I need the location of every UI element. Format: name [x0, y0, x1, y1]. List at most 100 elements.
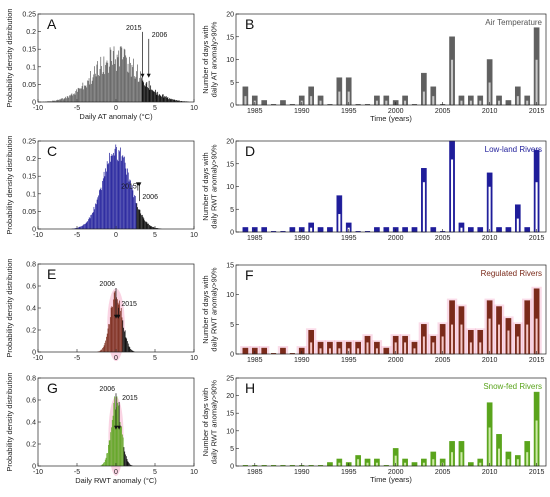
- histogram-bar: [105, 457, 107, 466]
- bar-subset: [488, 318, 492, 355]
- histogram-bar: [47, 101, 49, 102]
- x-tick-label: 2005: [435, 357, 451, 364]
- histogram-bar: [103, 56, 105, 102]
- histogram-bar: [118, 404, 120, 466]
- bar-subset: [488, 186, 492, 233]
- y-tick-label: 0.15: [22, 47, 36, 54]
- histogram-bar: [108, 163, 110, 229]
- bar-total: [289, 227, 296, 233]
- y-tick-label: 0.2: [26, 328, 36, 335]
- histogram-bar: [133, 197, 135, 229]
- histogram-bar: [119, 46, 121, 102]
- histogram-bar: [131, 350, 133, 352]
- bar-subset: [469, 100, 473, 106]
- histogram-bar: [102, 180, 103, 229]
- histogram-bar: [59, 99, 61, 102]
- x-tick-label: 2010: [482, 357, 498, 364]
- histogram-bar: [61, 98, 63, 102]
- y-tick-label: 0.25: [22, 12, 36, 19]
- histogram-bar: [99, 190, 100, 229]
- histogram-bar: [172, 99, 174, 102]
- histogram-bar: [167, 97, 169, 102]
- bar-subset: [516, 218, 520, 233]
- bar-subset: [337, 347, 341, 355]
- histogram-bar: [181, 101, 183, 102]
- histogram-bar: [81, 86, 83, 102]
- histogram-bar: [143, 218, 145, 229]
- histogram-bar: [165, 96, 166, 102]
- histogram-bar: [126, 338, 128, 352]
- histogram-bar: [146, 222, 148, 229]
- histogram-bar: [173, 99, 175, 102]
- panel-title: Snow-fed Rivers: [483, 382, 542, 391]
- histogram-bar: [72, 95, 74, 102]
- histogram-bar: [127, 63, 129, 102]
- annotation-arrowhead: [146, 73, 151, 78]
- histogram-bar: [129, 56, 130, 102]
- x-tick-label: 2000: [388, 235, 404, 242]
- axes: 0 5 10 15 20 1985 1990 1995 2000 2005 2010 2015: [226, 12, 547, 115]
- y-tick-label: 0.2: [26, 29, 36, 36]
- histogram-bar: [51, 101, 52, 102]
- histogram-bar: [152, 226, 154, 229]
- histogram-bar: [55, 100, 56, 102]
- histogram-bar: [110, 49, 112, 102]
- histogram-bar: [130, 348, 131, 352]
- y-axis-label-line: daily RWT anomaly>90%: [210, 144, 219, 228]
- histogram-bar: [55, 100, 57, 102]
- histogram-bar: [116, 159, 118, 229]
- histogram-bar: [73, 94, 74, 102]
- histogram-bar: [161, 96, 162, 102]
- x-tick-label: 1985: [247, 357, 263, 364]
- histogram-bar: [124, 330, 126, 352]
- histogram-bar: [128, 346, 130, 352]
- histogram-bar: [105, 65, 106, 102]
- bar-total: [317, 227, 324, 233]
- y-axis-label-line: daily RWT anomaly>90%: [210, 380, 219, 464]
- histogram-bar: [140, 71, 141, 102]
- histogram-bar: [100, 465, 102, 466]
- histogram-bar: [91, 80, 93, 102]
- histogram-bar: [153, 227, 155, 229]
- bar-total: [411, 462, 418, 467]
- annotation-label: 2006: [99, 281, 115, 288]
- y-tick-label: 0.2: [26, 442, 36, 449]
- histogram-bar: [123, 331, 125, 352]
- bar-total: [261, 347, 268, 355]
- bar-series: [240, 286, 542, 355]
- histogram-bar: [98, 76, 100, 102]
- bar-subset: [319, 347, 323, 355]
- histogram-bar: [95, 204, 97, 229]
- histogram-bar: [147, 88, 149, 102]
- panel-title: Low-land Rivers: [485, 145, 542, 154]
- bar-subset: [478, 341, 482, 355]
- histogram-bar: [105, 340, 106, 352]
- histogram-bar: [144, 86, 146, 102]
- bar-total: [411, 227, 418, 233]
- histogram-bar: [79, 226, 81, 229]
- y-tick-label: 10: [226, 292, 234, 299]
- histogram-bar: [113, 152, 114, 229]
- histogram-bar: [117, 302, 119, 352]
- histogram-bar: [109, 440, 111, 466]
- histogram-bar: [179, 101, 181, 102]
- histogram-bar: [77, 227, 79, 229]
- histogram-bar: [99, 189, 101, 229]
- bar-series: [242, 391, 540, 467]
- histogram-bar: [120, 310, 121, 352]
- histogram-bar: [100, 349, 102, 352]
- histogram-bar: [168, 99, 169, 102]
- bar-subset: [535, 318, 539, 355]
- annotation-arrowhead: [114, 425, 118, 430]
- histogram-bar: [101, 73, 103, 102]
- histogram-bar: [98, 195, 99, 229]
- histogram-bar: [127, 168, 128, 229]
- histogram-bar: [137, 207, 138, 229]
- y-tick-label: 0.6: [26, 284, 36, 291]
- bar-subset: [319, 100, 323, 106]
- y-tick-label: 0.6: [26, 398, 36, 405]
- y-tick-label: 5: [230, 446, 234, 453]
- axes-frame: [235, 377, 547, 467]
- histogram-bar: [130, 76, 132, 102]
- bar-subset: [337, 213, 341, 233]
